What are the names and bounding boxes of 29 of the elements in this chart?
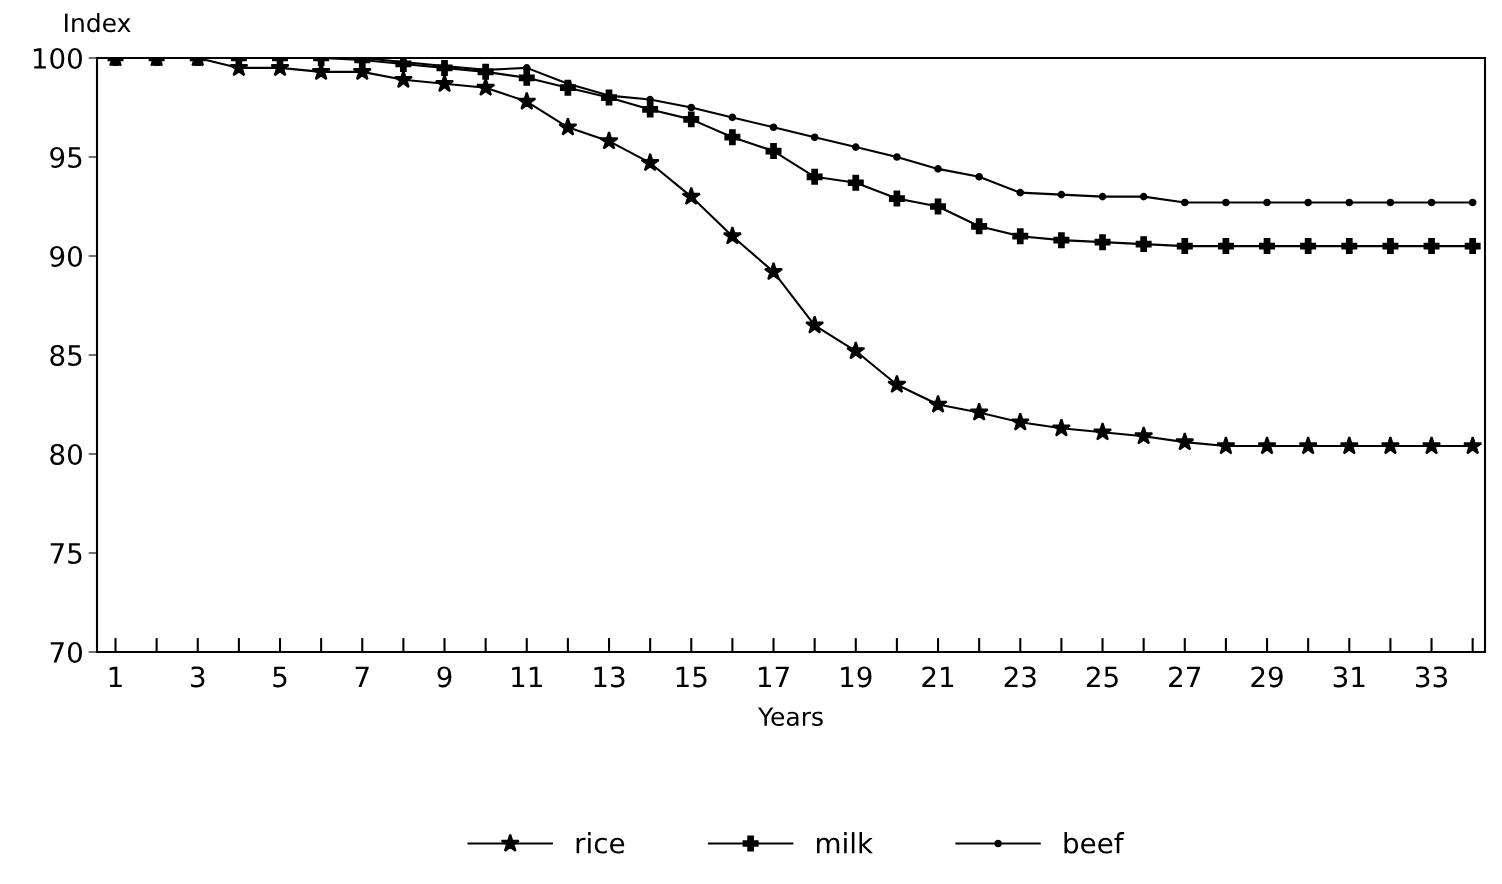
y-tick-label: 100 [33, 47, 82, 69]
x-tick-label: 5 [273, 666, 287, 688]
x-tick-label: 21 [922, 666, 954, 687]
legend-label: beef [1064, 832, 1125, 854]
y-tick-label: 80 [50, 443, 82, 465]
x-tick-label: 13 [594, 666, 625, 688]
x-tick-label: 23 [1004, 666, 1036, 688]
x-tick-label: 33 [1415, 666, 1447, 688]
x-tick-label: 31 [1333, 666, 1365, 688]
x-tick-label: 17 [758, 666, 789, 687]
y-tick-label: 75 [50, 543, 82, 564]
x-tick-label: 19 [841, 666, 872, 688]
x-axis-title: Years [757, 707, 823, 727]
y-tick-label: 90 [50, 245, 82, 267]
x-tick-label: 7 [355, 666, 369, 687]
x-tick-label: 1 [109, 666, 122, 687]
x-tick-label: 29 [1251, 666, 1283, 688]
x-tick-label: 27 [1169, 666, 1201, 687]
y-tick-label: 70 [50, 641, 82, 663]
x-tick-label: 25 [1086, 666, 1118, 688]
x-tick-label: 15 [676, 666, 707, 688]
y-axis-title: Index [65, 12, 131, 33]
x-tick-label: 9 [437, 666, 452, 688]
x-tick-label: 11 [512, 666, 542, 687]
y-tick-label: 95 [50, 146, 82, 168]
x-tick-label: 3 [191, 666, 205, 688]
legend-label: rice [576, 832, 625, 854]
legend-label: milk [817, 832, 873, 854]
y-tick-label: 85 [50, 344, 82, 366]
